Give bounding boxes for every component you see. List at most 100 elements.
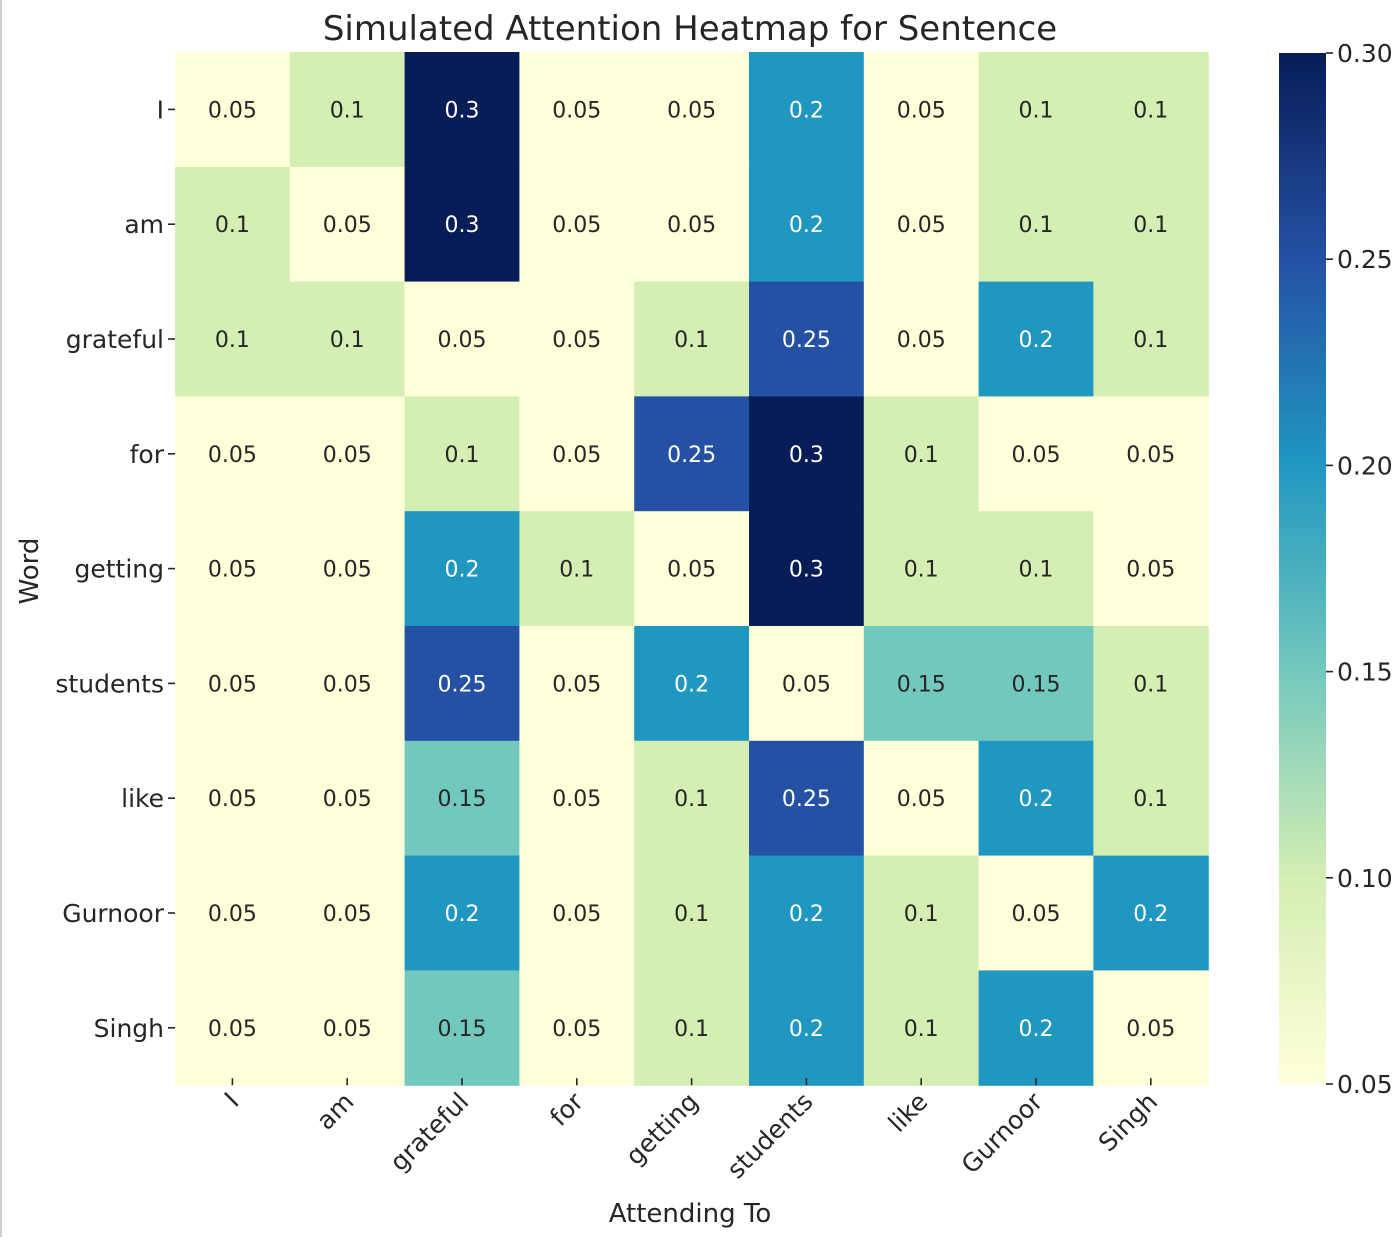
cell-value-label: 0.05	[667, 558, 716, 583]
cell-value-label: 0.2	[445, 558, 480, 583]
cell-value-label: 0.2	[1019, 787, 1054, 812]
heatmap-cell	[175, 855, 291, 971]
heatmap-cell	[749, 52, 865, 168]
heatmap-cell	[404, 626, 520, 742]
heatmap-cell	[404, 166, 520, 283]
y-tick-label: students	[55, 669, 164, 698]
x-tick-label: grateful	[384, 1087, 474, 1177]
y-axis: Iam grateful for getting students like Gurnoor…	[55, 95, 175, 1043]
heatmap-cell	[404, 396, 520, 512]
cell-value-label: 0.2	[674, 672, 709, 697]
heatmap-cells	[175, 52, 1209, 1086]
cell-value-label: 0.15	[438, 787, 487, 812]
heatmap-cell	[863, 855, 980, 971]
heatmap-cell	[175, 52, 291, 168]
cell-value-label: 0.3	[445, 213, 480, 238]
heatmap-cell	[175, 396, 291, 512]
heatmap-cell	[863, 626, 980, 742]
cell-value-label: 0.05	[552, 328, 601, 353]
cell-value-label: 0.1	[1133, 672, 1168, 697]
y-tick-label: I	[157, 95, 164, 124]
cell-value-label: 0.05	[323, 558, 372, 583]
cell-value-label: 0.1	[1019, 558, 1054, 583]
heatmap-cell	[749, 281, 865, 397]
cell-value-label: 0.1	[674, 787, 709, 812]
heatmap-cell	[978, 970, 1094, 1086]
heatmap-cell	[1093, 740, 1209, 857]
x-tick-label: Gurnoor	[956, 1086, 1049, 1179]
cell-value-label: 0.1	[215, 328, 250, 353]
heatmap-cell	[519, 626, 635, 742]
heatmap-cell	[749, 855, 865, 971]
x-tick-label: like	[883, 1087, 934, 1138]
colorbar-tick-label: 0.10	[1337, 864, 1393, 893]
cell-value-label: 0.25	[438, 672, 487, 697]
heatmap-cell	[289, 855, 406, 971]
x-tick-label: students	[721, 1087, 818, 1184]
heatmap-cell	[519, 396, 635, 512]
heatmap-cell	[978, 626, 1094, 742]
cell-value-label: 0.05	[552, 672, 601, 697]
cell-value-label: 0.1	[559, 558, 594, 583]
cell-value-label: 0.15	[897, 672, 946, 697]
cell-value-label: 0.05	[323, 902, 372, 927]
heatmap-cell	[863, 970, 980, 1086]
colorbar-tick-label: 0.20	[1337, 451, 1393, 480]
cell-value-label: 0.2	[1019, 328, 1054, 353]
cell-value-label: 0.05	[438, 328, 487, 353]
cell-value-label: 0.1	[904, 902, 939, 927]
cell-value-label: 0.1	[215, 213, 250, 238]
heatmap-cell	[289, 511, 406, 627]
y-tick-label: getting	[74, 555, 164, 584]
heatmap-cell	[519, 166, 635, 283]
cell-value-label: 0.1	[1133, 787, 1168, 812]
cell-value-label: 0.1	[1133, 328, 1168, 353]
heatmap-cell	[175, 970, 291, 1086]
heatmap-cell	[978, 166, 1094, 283]
heatmap-cell	[863, 511, 980, 627]
heatmap-cell	[1093, 166, 1209, 283]
cell-value-label: 0.05	[208, 902, 257, 927]
heatmap-cell	[863, 166, 980, 283]
cell-value-label: 0.05	[552, 98, 601, 123]
cell-value-label: 0.1	[674, 328, 709, 353]
heatmap-cell	[404, 740, 520, 857]
x-tick-label: am	[311, 1087, 360, 1136]
heatmap-cell	[175, 626, 291, 742]
cell-value-label: 0.2	[1133, 902, 1168, 927]
heatmap-cell	[978, 396, 1094, 512]
cell-value-label: 0.1	[904, 443, 939, 468]
cell-value-label: 0.05	[208, 672, 257, 697]
x-tick-label: for	[544, 1086, 589, 1131]
heatmap-cell	[863, 52, 980, 168]
cell-value-label: 0.05	[897, 98, 946, 123]
colorbar-tick-label: 0.30	[1337, 39, 1393, 68]
colorbar-tick-label: 0.05	[1337, 1070, 1393, 1099]
cell-value-label: 0.05	[1126, 558, 1175, 583]
heatmap-cell	[1093, 281, 1209, 397]
heatmap-cell	[519, 740, 635, 857]
cell-value-label: 0.1	[1019, 98, 1054, 123]
heatmap-cell	[749, 740, 865, 857]
cell-value-label: 0.05	[323, 787, 372, 812]
colorbar: 0.05 0.10 0.15 0.20 0.25 0.30	[1279, 39, 1393, 1099]
heatmap-cell	[634, 511, 750, 627]
x-tick-label: Singh	[1093, 1087, 1163, 1157]
heatmap-cell	[289, 281, 406, 397]
cell-value-label: 0.2	[789, 1017, 824, 1042]
x-tick-label: I	[219, 1087, 245, 1113]
heatmap-cell	[289, 626, 406, 742]
colorbar-gradient	[1279, 53, 1326, 1084]
cell-value-label: 0.05	[323, 213, 372, 238]
heatmap-cell	[1093, 626, 1209, 742]
heatmap-cell	[634, 970, 750, 1086]
cell-value-label: 0.1	[1133, 213, 1168, 238]
cell-value-label: 0.05	[667, 213, 716, 238]
y-tick-label: Gurnoor	[62, 899, 164, 928]
y-tick-label: grateful	[66, 325, 164, 354]
cell-value-label: 0.05	[552, 213, 601, 238]
heatmap-cell	[978, 511, 1094, 627]
